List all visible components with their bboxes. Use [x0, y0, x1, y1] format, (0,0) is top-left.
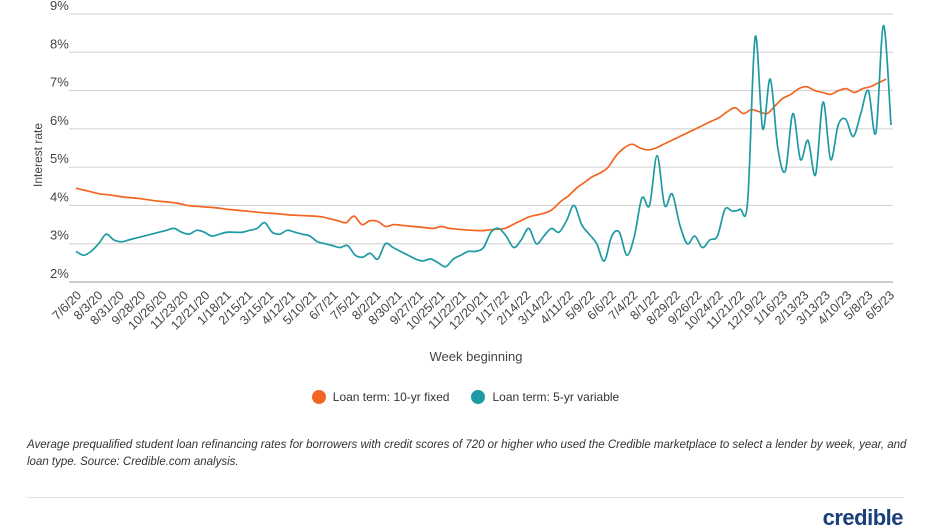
series-line-10yr-fixed: [75, 78, 887, 232]
gridlines: [69, 13, 893, 283]
line-chart: 2% 3% 4% 5% 6% 7% 8% 9% Interest rate 7/6/208/3…: [31, 0, 898, 364]
y-tick-label: 3%: [50, 228, 69, 243]
x-axis-ticks: 7/6/208/3/208/31/209/28/2010/26/2011/23/…: [50, 288, 898, 332]
credible-logo: credible: [822, 505, 904, 530]
footer-divider: [27, 497, 904, 498]
series-lines: [75, 24, 892, 268]
y-tick-label: 8%: [50, 36, 69, 51]
x-axis-label: Week beginning: [430, 349, 523, 364]
y-tick-label: 5%: [50, 151, 69, 166]
legend-label-5yr: Loan term: 5-yr variable: [492, 390, 620, 404]
chart-caption: Average prequalified student loan refina…: [27, 439, 907, 468]
y-tick-label: 6%: [50, 113, 69, 128]
y-tick-label: 7%: [50, 75, 69, 90]
y-tick-label: 2%: [50, 266, 69, 281]
legend-swatch-5yr: [471, 390, 486, 404]
y-tick-label: 4%: [50, 189, 69, 204]
legend-label-10yr: Loan term: 10-yr fixed: [332, 390, 450, 404]
y-tick-label: 9%: [50, 0, 69, 13]
legend-item-10yr[interactable]: Loan term: 10-yr fixed: [311, 390, 450, 404]
legend-swatch-10yr: [311, 390, 326, 404]
series-line-5yr-variable: [75, 24, 892, 268]
y-axis-ticks: 2% 3% 4% 5% 6% 7% 8% 9%: [50, 0, 69, 281]
legend: Loan term: 10-yr fixed Loan term: 5-yr v…: [0, 390, 931, 404]
legend-item-5yr[interactable]: Loan term: 5-yr variable: [471, 390, 619, 404]
y-axis-label: Interest rate: [31, 123, 45, 187]
